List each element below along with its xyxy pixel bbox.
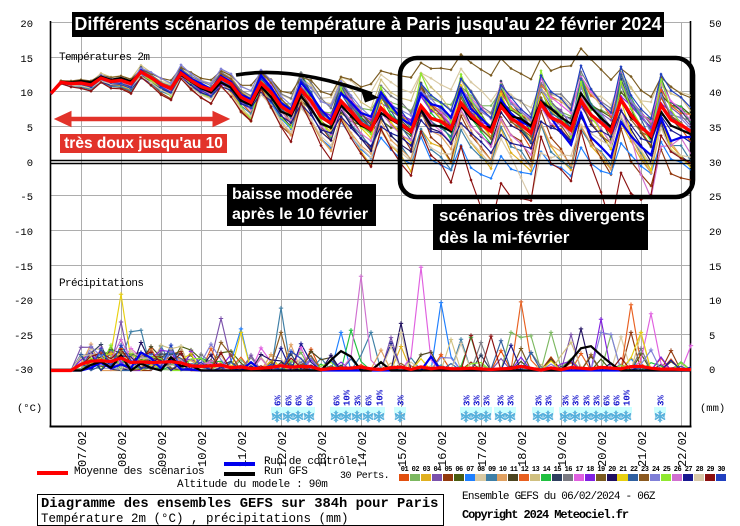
svg-text:07/02: 07/02 (76, 431, 90, 467)
svg-text:09/02: 09/02 (156, 431, 170, 467)
svg-text:3%: 3% (397, 395, 407, 406)
svg-text:16/02: 16/02 (436, 431, 450, 467)
svg-text:6%: 6% (295, 395, 305, 406)
svg-text:19/02: 19/02 (556, 431, 570, 467)
svg-text:6%: 6% (306, 395, 316, 406)
svg-text:3%: 3% (497, 395, 507, 406)
svg-text:22/02: 22/02 (676, 431, 690, 467)
svg-text:12/02: 12/02 (276, 431, 290, 467)
svg-text:6%: 6% (603, 395, 613, 406)
svg-text:6%: 6% (274, 395, 284, 406)
svg-text:20/02: 20/02 (596, 431, 610, 467)
svg-text:3%: 3% (483, 395, 493, 406)
svg-text:3%: 3% (473, 395, 483, 406)
svg-text:15/02: 15/02 (396, 431, 410, 467)
svg-text:3%: 3% (583, 395, 593, 406)
svg-text:10/02: 10/02 (196, 431, 210, 467)
svg-text:6%: 6% (365, 395, 375, 406)
svg-text:3%: 3% (657, 395, 667, 406)
svg-text:21/02: 21/02 (636, 431, 650, 467)
svg-text:6%: 6% (333, 395, 343, 406)
svg-text:10%: 10% (343, 389, 353, 406)
svg-text:3%: 3% (507, 395, 517, 406)
svg-text:3%: 3% (562, 395, 572, 406)
svg-text:11/02: 11/02 (236, 431, 250, 467)
svg-text:17/02: 17/02 (476, 431, 490, 467)
svg-text:3%: 3% (545, 395, 555, 406)
svg-text:13/02: 13/02 (316, 431, 330, 467)
svg-text:3%: 3% (572, 395, 582, 406)
svg-text:6%: 6% (285, 395, 295, 406)
svg-text:3%: 3% (535, 395, 545, 406)
svg-text:3%: 3% (463, 395, 473, 406)
svg-text:14/02: 14/02 (356, 431, 370, 467)
svg-text:08/02: 08/02 (116, 431, 130, 467)
svg-text:3%: 3% (593, 395, 603, 406)
svg-text:18/02: 18/02 (516, 431, 530, 467)
svg-text:10%: 10% (376, 389, 386, 406)
svg-text:6%: 6% (613, 395, 623, 406)
svg-text:3%: 3% (354, 395, 364, 406)
svg-text:10%: 10% (623, 389, 633, 406)
